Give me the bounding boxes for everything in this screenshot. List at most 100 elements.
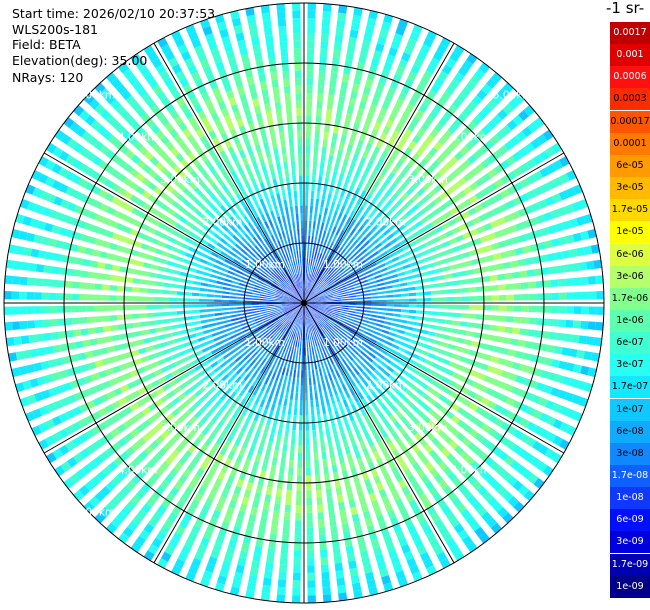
- data-cell: [199, 287, 208, 292]
- data-cell: [227, 180, 236, 189]
- data-cell: [320, 246, 325, 254]
- data-cell: [316, 268, 321, 277]
- data-cell: [211, 182, 219, 192]
- data-cell: [182, 128, 192, 138]
- data-cell: [476, 485, 488, 496]
- data-cell: [136, 398, 146, 408]
- data-cell: [345, 112, 353, 122]
- data-cell: [27, 277, 36, 286]
- data-cell: [193, 399, 202, 408]
- data-cell: [244, 303, 252, 306]
- data-cell: [357, 328, 366, 333]
- data-cell: [497, 325, 506, 333]
- data-cell: [199, 293, 207, 297]
- data-cell: [364, 517, 374, 527]
- data-cell: [354, 356, 362, 364]
- data-cell: [305, 385, 308, 393]
- data-cell: [73, 231, 82, 241]
- data-cell: [307, 362, 311, 371]
- data-cell: [478, 532, 490, 544]
- data-cell: [483, 285, 492, 292]
- data-cell: [390, 556, 401, 566]
- data-cell: [571, 394, 582, 405]
- data-cell: [221, 224, 229, 232]
- data-cell: [276, 193, 281, 202]
- data-cell: [113, 387, 123, 396]
- data-cell: [248, 83, 257, 93]
- data-cell: [362, 149, 370, 159]
- data-cell: [286, 414, 291, 423]
- data-cell: [77, 245, 86, 254]
- data-cell: [212, 542, 223, 552]
- data-cell: [117, 158, 128, 169]
- data-cell: [116, 245, 125, 253]
- data-cell: [191, 38, 202, 49]
- data-cell: [375, 397, 383, 406]
- data-cell: [332, 426, 338, 435]
- data-cell: [402, 355, 411, 362]
- data-cell: [149, 156, 160, 166]
- data-cell: [228, 57, 237, 67]
- data-cell: [135, 260, 145, 267]
- data-cell: [232, 364, 240, 372]
- data-cell: [465, 455, 475, 466]
- data-cell: [474, 163, 485, 173]
- data-cell: [282, 327, 288, 335]
- data-cell: [309, 307, 316, 313]
- data-cell: [299, 415, 303, 423]
- data-cell: [105, 93, 116, 105]
- data-cell: [360, 279, 368, 284]
- data-cell: [236, 303, 244, 306]
- data-cell: [163, 275, 172, 281]
- data-cell: [130, 53, 142, 65]
- data-cell: [552, 402, 562, 413]
- data-cell: [472, 381, 482, 390]
- data-cell: [346, 144, 354, 153]
- data-cell: [317, 278, 323, 286]
- data-cell: [329, 518, 337, 527]
- data-cell: [312, 377, 316, 385]
- data-cell: [220, 107, 230, 117]
- data-cell: [105, 230, 115, 239]
- data-cell: [115, 375, 125, 384]
- data-cell: [334, 335, 341, 342]
- data-cell: [411, 444, 421, 454]
- data-cell: [310, 294, 317, 299]
- data-cell: [500, 347, 509, 355]
- data-cell: [311, 298, 319, 301]
- data-cell: [272, 380, 278, 389]
- data-cell: [519, 178, 530, 188]
- data-cell: [82, 258, 91, 267]
- data-cell: [99, 203, 109, 213]
- data-cell: [120, 505, 132, 517]
- data-cell: [276, 162, 282, 171]
- data-cell: [231, 337, 239, 344]
- data-cell: [284, 168, 290, 177]
- data-cell: [278, 333, 284, 341]
- data-cell: [184, 236, 193, 244]
- data-cell: [197, 229, 207, 237]
- data-cell: [231, 247, 240, 254]
- data-cell: [292, 572, 301, 581]
- data-cell: [536, 293, 544, 301]
- data-cell: [390, 404, 399, 413]
- data-cell: [295, 512, 302, 521]
- data-cell: [370, 288, 378, 292]
- data-cell: [161, 348, 171, 355]
- data-cell: [188, 204, 197, 212]
- data-cell: [489, 134, 501, 145]
- data-cell: [125, 500, 137, 511]
- data-cell: [227, 417, 236, 426]
- data-cell: [80, 270, 89, 278]
- data-cell: [164, 122, 174, 133]
- data-cell: [282, 307, 290, 310]
- data-cell: [178, 278, 187, 283]
- data-cell: [312, 323, 316, 331]
- data-cell: [319, 63, 327, 72]
- data-cell: [176, 343, 185, 350]
- data-cell: [288, 138, 294, 147]
- data-cell: [241, 496, 250, 506]
- data-cell: [265, 149, 271, 158]
- data-cell: [487, 182, 498, 192]
- data-cell: [362, 334, 371, 340]
